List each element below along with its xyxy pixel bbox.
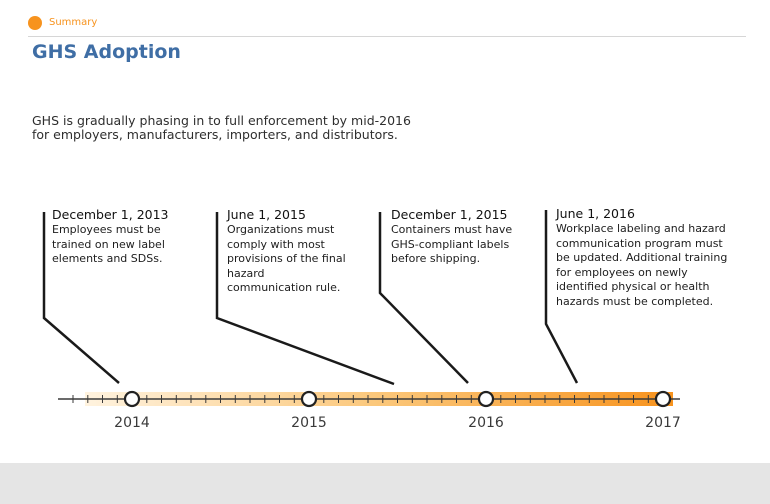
breadcrumb-dot-icon [28,16,42,30]
milestone-dec-2015: December 1, 2015 Containers must have GH… [391,207,526,267]
year-label-2015: 2015 [291,415,327,431]
year-label-2017: 2017 [645,415,681,431]
footer-bar [0,463,770,504]
milestone-date: December 1, 2013 [52,207,169,222]
milestone-date: June 1, 2016 [556,206,635,221]
milestone-description: Organizations must comply with most prov… [227,223,346,294]
milestone-description: Workplace labeling and hazard communicat… [556,222,728,308]
timeline-ticks [72,395,649,403]
milestone-date: December 1, 2015 [391,207,508,222]
milestone-jun-2016: June 1, 2016 Workplace labeling and haza… [556,206,731,309]
year-marker-2015 [300,390,318,408]
year-label-2016: 2016 [468,415,504,431]
milestone-date: June 1, 2015 [227,207,306,222]
callout-line-jun2015 [215,212,395,386]
callout-line-dec2015 [378,212,469,384]
milestone-description: Containers must have GHS-compliant label… [391,223,513,265]
year-marker-2017 [654,390,672,408]
intro-text: GHS is gradually phasing in to full enfo… [32,113,411,142]
page-title: GHS Adoption [32,41,181,63]
milestone-dec-2013: December 1, 2013 Employees must be train… [52,207,187,267]
breadcrumb-label[interactable]: Summary [49,17,98,28]
callout-line-2016 [544,210,579,384]
timeline-graphic: 2014 2015 2016 2017 [42,210,681,431]
year-marker-2014 [123,390,141,408]
callout-line-2013 [42,212,120,384]
milestone-description: Employees must be trained on new label e… [52,223,165,265]
year-label-2014: 2014 [114,415,150,431]
year-marker-2016 [477,390,495,408]
milestone-jun-2015: June 1, 2015 Organizations must comply w… [227,207,352,296]
header-divider [28,36,746,37]
